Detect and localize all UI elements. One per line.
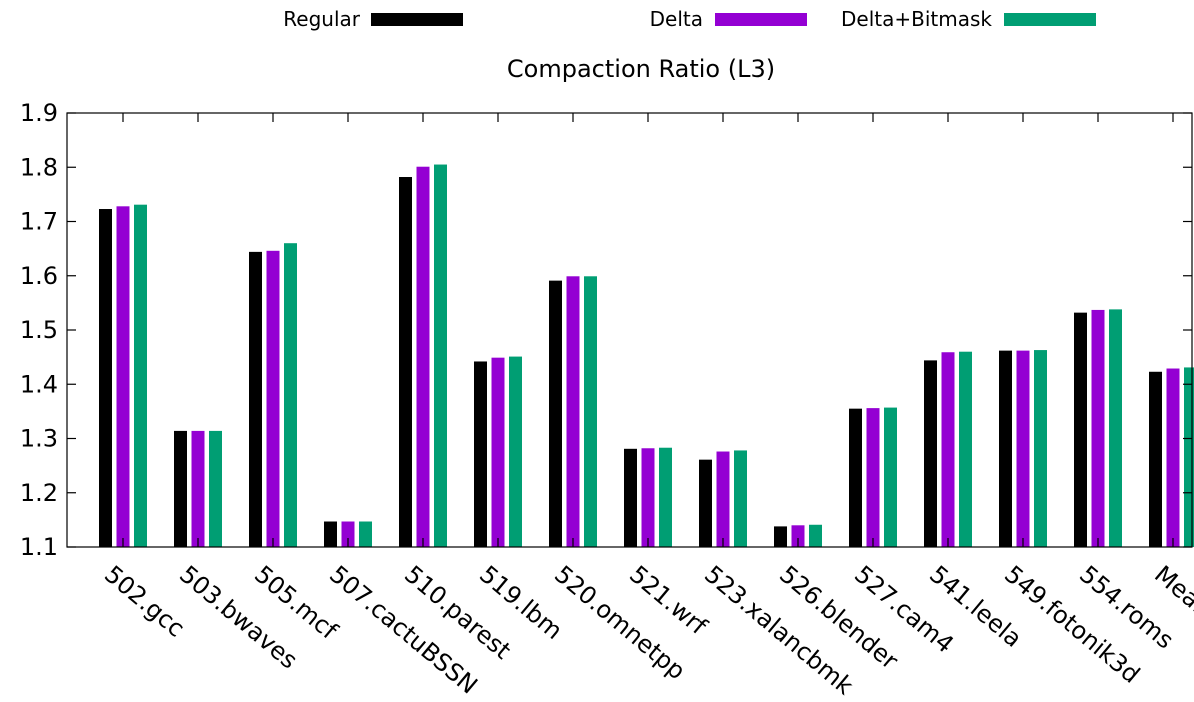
bar-delta-507-cactubssn [341, 521, 355, 547]
bar-delta-503-bwaves [191, 430, 205, 547]
bar-delta-bitmask-520-omnetpp [584, 276, 597, 547]
bar-delta-bitmask-549-fotonik3d [1034, 350, 1047, 547]
bar-regular-503-bwaves [174, 430, 187, 547]
bar-regular-526-blender [774, 526, 787, 547]
chart-title: Compaction Ratio (L3) [507, 55, 775, 83]
bar-delta-505-mcf [266, 250, 280, 548]
bar-delta-523-xalancbmk [716, 451, 730, 547]
bar-regular-519-lbm [474, 361, 487, 547]
x-tick-label: 520.omnetpp [549, 560, 691, 685]
bar-delta-549-fotonik3d [1016, 350, 1030, 547]
bar-regular-523-xalancbmk [699, 459, 712, 547]
bar-delta-527-cam4 [866, 408, 880, 547]
bar-delta-510-parest [416, 166, 430, 547]
bar-regular-520-omnetpp [549, 280, 562, 547]
bar-delta-bitmask-510-parest [434, 164, 447, 548]
bar-delta-520-omnetpp [566, 276, 580, 547]
bar-delta-bitmask-526-blender [809, 524, 822, 547]
bar-regular-507-cactubssn [324, 521, 337, 547]
bar-delta-mean [1166, 368, 1180, 547]
y-tick-label: 1.4 [20, 370, 58, 398]
x-tick-label: 549.fotonik3d [999, 560, 1145, 689]
bars [99, 164, 1194, 548]
y-tick-label: 1.8 [20, 153, 58, 181]
y-tick-label: 1.6 [20, 262, 58, 290]
y-tick-label: 1.3 [20, 425, 58, 453]
bar-regular-510-parest [399, 177, 412, 547]
bar-delta-526-blender [791, 525, 805, 547]
bar-delta-bitmask-505-mcf [284, 243, 297, 547]
bar-regular-mean [1149, 371, 1162, 547]
bar-regular-502-gcc [99, 209, 112, 547]
legend-swatch-regular [371, 13, 463, 26]
bar-delta-519-lbm [491, 357, 505, 547]
bar-regular-549-fotonik3d [999, 350, 1012, 547]
y-tick-label: 1.5 [20, 316, 58, 344]
bar-delta-bitmask-mean [1184, 367, 1194, 547]
bar-delta-bitmask-502-gcc [134, 204, 147, 547]
bar-delta-502-gcc [116, 206, 130, 547]
bar-delta-bitmask-523-xalancbmk [734, 450, 747, 547]
legend-swatch-delta [715, 13, 807, 26]
bar-delta-bitmask-521-wrf [659, 447, 672, 547]
bar-delta-bitmask-507-cactubssn [359, 521, 372, 547]
bar-delta-521-wrf [641, 448, 655, 547]
y-axis: 1.1 1.2 1.3 1.4 1.5 1.6 1.7 1.8 1.9 [20, 99, 1192, 561]
legend-label-delta-bitmask: Delta+Bitmask [841, 7, 992, 31]
bar-regular-521-wrf [624, 448, 637, 547]
x-tick-label: 502.gcc [99, 560, 190, 643]
y-tick-label: 1.1 [20, 533, 58, 561]
bar-delta-541-leela [941, 352, 955, 547]
legend-label-delta: Delta [650, 7, 703, 31]
y-tick-label: 1.2 [20, 479, 58, 507]
legend: Regular Delta Delta+Bitmask [283, 7, 1096, 31]
bar-delta-bitmask-519-lbm [509, 356, 522, 547]
bar-regular-554-roms [1074, 312, 1087, 547]
y-tick-label: 1.7 [20, 208, 58, 236]
bar-regular-505-mcf [249, 251, 262, 547]
bar-regular-541-leela [924, 360, 937, 547]
bar-delta-bitmask-541-leela [959, 351, 972, 547]
legend-label-regular: Regular [283, 7, 360, 31]
legend-swatch-delta-bitmask [1004, 13, 1096, 26]
y-tick-label: 1.9 [20, 99, 58, 127]
bar-delta-554-roms [1091, 309, 1105, 547]
bar-delta-bitmask-554-roms [1109, 309, 1122, 547]
x-axis: 502.gcc503.bwaves505.mcf507.cactuBSSN510… [99, 113, 1194, 700]
bar-delta-bitmask-527-cam4 [884, 407, 897, 547]
bar-delta-bitmask-503-bwaves [209, 430, 222, 547]
bar-regular-527-cam4 [849, 408, 862, 547]
